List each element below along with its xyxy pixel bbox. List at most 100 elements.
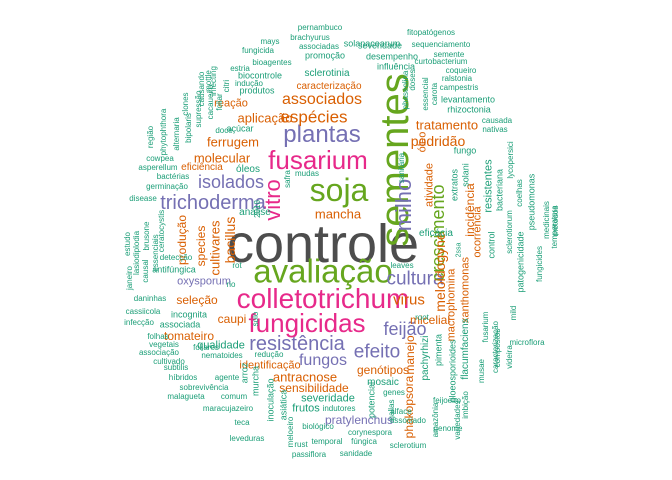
word-bipolaris: bipolaris [184,113,193,143]
word-sclerotinia: sclerotinia [304,68,350,79]
word-associado: associado [389,416,427,425]
word-lycopersici: lycopersici [506,141,515,179]
word-2018: 2018 [253,200,262,218]
word-feijoeiro: feijoeiro [432,396,462,405]
word-severidade: severidade [301,392,355,405]
word-cassiicola: cassiicola [125,307,161,316]
word-campestris: campestris [439,83,479,92]
word-solani: solani [460,163,471,187]
word-semente: semente [433,50,465,59]
word-coqueiro: coqueiro [445,66,477,75]
word-sclerotium: sclerotium [389,441,427,450]
word-germinacao: germinação [146,182,188,191]
word-clones: clones [181,92,190,116]
word-doses: doses [408,69,417,91]
word-reducao: redução [254,350,284,359]
word-hibridos: híbridos [168,373,198,382]
word-estudo: estudo [123,231,132,257]
word-trichoderma: trichoderma [160,192,266,214]
word-cowpea: cowpea [146,154,174,163]
word-temporal: temporal [311,437,343,446]
word-arroz: arroz [239,362,250,384]
word-fungo: fungo [453,145,477,156]
word-xanthomonas: xanthomonas [459,256,472,324]
word-essenciais: essenciais [151,234,160,272]
word-eficacia: eficácia [419,228,453,239]
word-associadas: associadas [298,42,340,51]
word-variedades: variedades [453,400,462,440]
word-pernambuco: pernambuco [297,23,343,32]
word-fungos: fungos [298,352,348,369]
word-deteccao: detecção [159,253,193,262]
word-control: control [486,231,497,259]
word-malagueta: malagueta [167,392,205,401]
word-leveduras: leveduras [229,434,265,443]
word-estria: estria [230,64,250,73]
word-especies: espécies [280,107,348,127]
word-fusarium-small: fusarium [481,311,490,343]
word-soja: soja [309,172,369,208]
word-gloeosporioides: gloeosporioides [447,339,458,403]
word-associados: associados [281,91,363,108]
word-mottle: mottle [204,70,213,92]
word-indutores: indutores [322,404,356,413]
word-leaves: leaves [390,261,414,270]
word-rhizoctonia: rhizoctonia [447,104,491,115]
word-asperellum: asperellum [138,163,178,172]
word-manejo: manejo [403,335,417,375]
word-fungicides: fungicides [535,245,544,283]
word-fusarium: fusarium [268,145,368,175]
word-rust: rust [294,440,308,449]
word-ralstonia: ralstonia [441,74,473,83]
word-milho: milho [391,178,416,232]
word-sequenciamento: sequenciamento [411,40,471,49]
word-vegetais: vegetais [149,340,179,349]
word-produtos: produtos [239,85,275,96]
word-caupi: caupi [217,312,247,326]
word-biocontrole: biocontrole [237,70,283,81]
word-sclerotiorum: sclerotiorum [505,210,514,254]
word-lasiodiplodia: lasiodiplodia [132,230,141,276]
word-inoculacao: inoculação [265,378,276,422]
word-nativas: nativas [482,125,508,134]
word-resistentes: resistentes [482,159,495,213]
word-oleos: óleos [236,164,260,175]
word-caracterizacao: caracterização [296,81,362,92]
word-asiatica: asiática [278,389,289,421]
word-species: species [194,225,208,267]
word-foliares: foliares [193,343,219,352]
word-pimenta: pimenta [433,333,444,367]
word-videira: videira [505,345,514,369]
word-bioagentes: bioagentes [252,58,292,67]
word-subtilis: subtilis [163,363,189,372]
word-reacao: reação [214,97,248,110]
word-passiflora: passiflora [291,450,327,459]
word-temperatura: temperatura [550,205,559,249]
word-meloeiro: meloeiro [286,416,295,448]
word-extratos: extratos [449,168,460,202]
word-curtobacterium: curtobacterium [414,57,468,66]
word-avaliacao: avaliação [253,252,393,290]
word-doce: doce [215,126,233,135]
word-identificacao: identificação [239,359,301,372]
word-influencia: influência [376,61,416,72]
word-brachyurus: brachyurus [290,33,330,42]
word-foliar: foliar [215,93,224,111]
word-feijao: feijão [383,319,427,339]
word-fungicida: fungicida [241,46,275,55]
word-mosaic: mosaic [367,377,399,388]
word-citri: citri [222,79,231,93]
word-gallas: gallas [387,399,396,421]
word-cultivado: cultivado [153,357,185,366]
word-selecao: seleção [176,293,218,307]
word-promocao: promoção [304,50,346,61]
word-resistencia: resistência [249,333,345,355]
word-janeiro: janeiro [125,265,134,291]
word-phytophthora: phytophthora [159,108,168,156]
word-alternaria: alternaria [172,117,181,151]
word-mays: mays [260,37,280,46]
word-atividade: atividade [423,162,436,208]
word-amazonia: amazônia [431,402,440,438]
word-acucar: açúcar [226,123,254,134]
